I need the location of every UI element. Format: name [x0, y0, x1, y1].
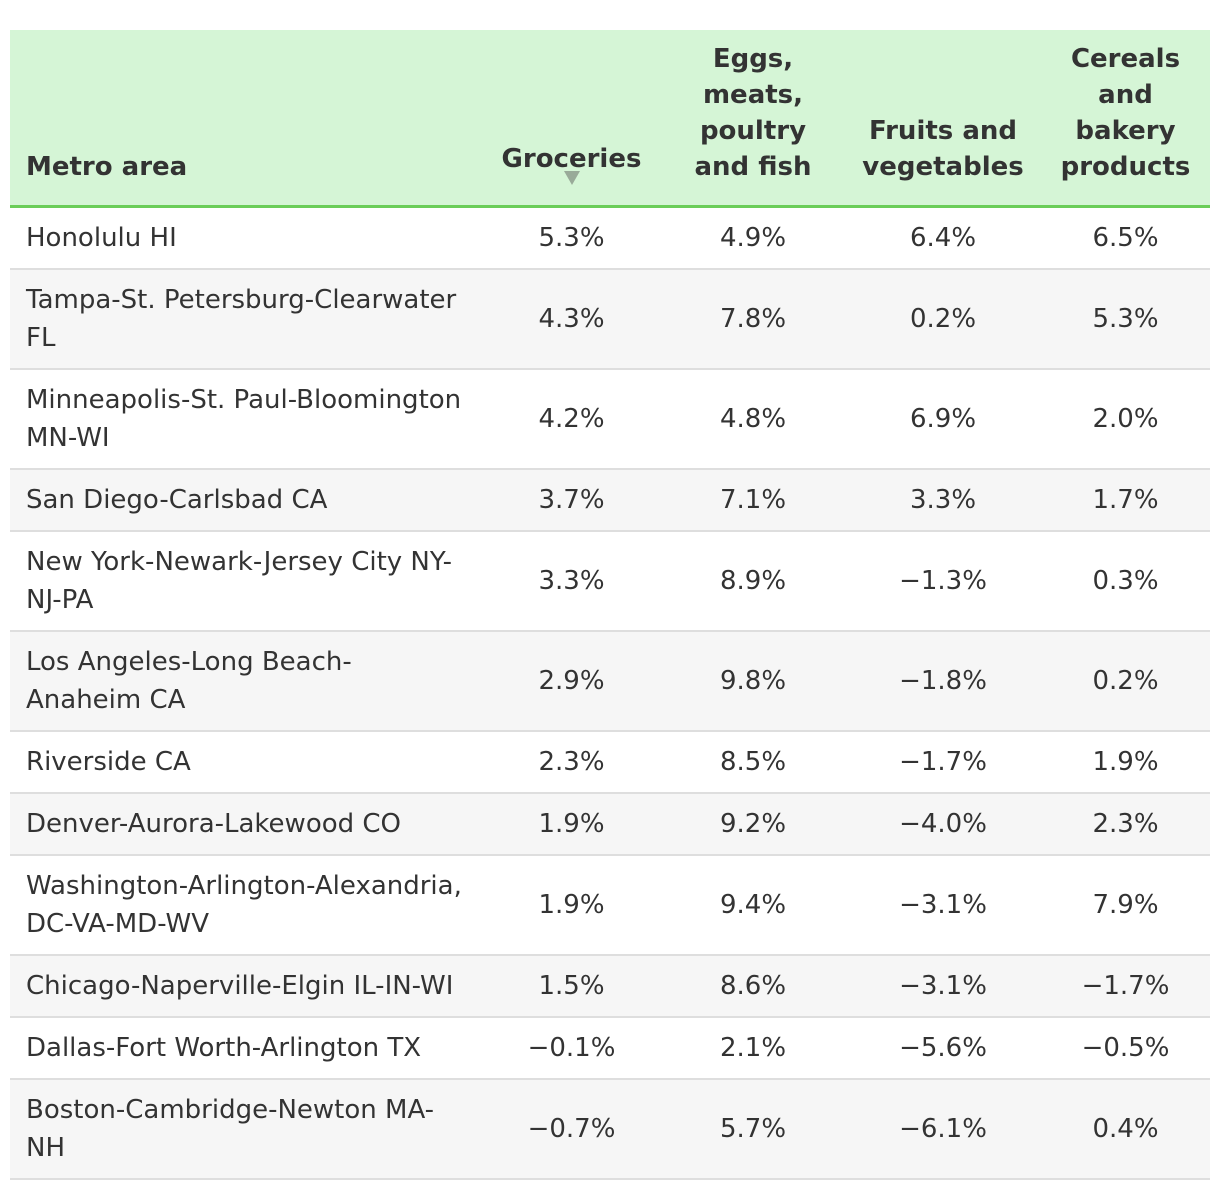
cell-fruits-vegetables: 6.4%: [845, 206, 1041, 270]
cell-groceries: 3.7%: [482, 468, 661, 532]
cell-fruits-vegetables: −1.8%: [845, 630, 1041, 732]
cell-metro-area: Minneapolis-St. Paul-Bloomington MN-WI: [10, 368, 482, 470]
data-table-container: Metro area Groceries Eggs, meats, poultr…: [10, 30, 1210, 1180]
cell-eggs-meats: 9.8%: [661, 630, 845, 732]
table-row: Boston-Cambridge-Newton MA-NH −0.7% 5.7%…: [10, 1078, 1210, 1180]
column-header-fruits-vegetables[interactable]: Fruits and vegetables: [845, 30, 1041, 208]
cell-metro-area: Tampa-St. Petersburg-Clearwater FL: [10, 268, 482, 370]
column-header-groceries[interactable]: Groceries: [482, 30, 661, 208]
table-row: San Diego-Carlsbad CA 3.7% 7.1% 3.3% 1.7…: [10, 468, 1210, 532]
cell-metro-area: New York-Newark-Jersey City NY-NJ-PA: [10, 530, 482, 632]
table-row: Tampa-St. Petersburg-Clearwater FL 4.3% …: [10, 268, 1210, 370]
column-header-metro-area[interactable]: Metro area: [10, 30, 482, 208]
cell-cereals-bakery: 1.7%: [1041, 468, 1210, 532]
header-row: Metro area Groceries Eggs, meats, poultr…: [10, 30, 1210, 208]
cell-cereals-bakery: −0.5%: [1041, 1016, 1210, 1080]
cell-metro-area: Denver-Aurora-Lakewood CO: [10, 792, 482, 856]
cell-eggs-meats: 4.9%: [661, 206, 845, 270]
table-row: Minneapolis-St. Paul-Bloomington MN-WI 4…: [10, 368, 1210, 470]
cell-eggs-meats: 7.1%: [661, 468, 845, 532]
cell-eggs-meats: 9.4%: [661, 854, 845, 956]
cell-cereals-bakery: 0.3%: [1041, 530, 1210, 632]
table-row: Denver-Aurora-Lakewood CO 1.9% 9.2% −4.0…: [10, 792, 1210, 856]
cell-metro-area: San Diego-Carlsbad CA: [10, 468, 482, 532]
table-row: Los Angeles-Long Beach-Anaheim CA 2.9% 9…: [10, 630, 1210, 732]
cell-fruits-vegetables: −5.6%: [845, 1016, 1041, 1080]
cell-metro-area: Riverside CA: [10, 730, 482, 794]
cell-cereals-bakery: 0.4%: [1041, 1078, 1210, 1180]
cell-metro-area: Chicago-Naperville-Elgin IL-IN-WI: [10, 954, 482, 1018]
cell-cereals-bakery: 0.2%: [1041, 630, 1210, 732]
column-header-eggs-meats-poultry-fish[interactable]: Eggs, meats, poultry and fish: [661, 30, 845, 208]
column-header-label: Metro area: [26, 151, 188, 182]
cell-groceries: −0.1%: [482, 1016, 661, 1080]
cell-eggs-meats: 4.8%: [661, 368, 845, 470]
table-row: Riverside CA 2.3% 8.5% −1.7% 1.9%: [10, 730, 1210, 794]
table-row: Honolulu HI 5.3% 4.9% 6.4% 6.5%: [10, 206, 1210, 270]
cell-cereals-bakery: 5.3%: [1041, 268, 1210, 370]
table-header: Metro area Groceries Eggs, meats, poultr…: [10, 30, 1210, 208]
cell-groceries: 1.9%: [482, 792, 661, 856]
cell-fruits-vegetables: −3.1%: [845, 954, 1041, 1018]
cell-fruits-vegetables: 0.2%: [845, 268, 1041, 370]
cell-fruits-vegetables: −6.1%: [845, 1078, 1041, 1180]
cell-cereals-bakery: −1.7%: [1041, 954, 1210, 1018]
column-header-label: Groceries: [501, 143, 642, 174]
cell-cereals-bakery: 1.9%: [1041, 730, 1210, 794]
cell-fruits-vegetables: −1.3%: [845, 530, 1041, 632]
cell-metro-area: Honolulu HI: [10, 206, 482, 270]
table-body: Honolulu HI 5.3% 4.9% 6.4% 6.5% Tampa-St…: [10, 206, 1210, 1180]
cell-cereals-bakery: 6.5%: [1041, 206, 1210, 270]
cell-groceries: 4.2%: [482, 368, 661, 470]
cell-metro-area: Washington-Arlington-Alexandria, DC-VA-M…: [10, 854, 482, 956]
cell-fruits-vegetables: 6.9%: [845, 368, 1041, 470]
cell-groceries: −0.7%: [482, 1078, 661, 1180]
cell-eggs-meats: 8.9%: [661, 530, 845, 632]
cell-fruits-vegetables: 3.3%: [845, 468, 1041, 532]
cell-groceries: 1.5%: [482, 954, 661, 1018]
cell-cereals-bakery: 2.3%: [1041, 792, 1210, 856]
cell-eggs-meats: 5.7%: [661, 1078, 845, 1180]
cell-metro-area: Los Angeles-Long Beach-Anaheim CA: [10, 630, 482, 732]
cell-groceries: 1.9%: [482, 854, 661, 956]
cell-groceries: 2.9%: [482, 630, 661, 732]
data-table: Metro area Groceries Eggs, meats, poultr…: [10, 30, 1210, 1180]
cell-cereals-bakery: 2.0%: [1041, 368, 1210, 470]
cell-groceries: 4.3%: [482, 268, 661, 370]
cell-metro-area: Dallas-Fort Worth-Arlington TX: [10, 1016, 482, 1080]
cell-eggs-meats: 9.2%: [661, 792, 845, 856]
table-row: New York-Newark-Jersey City NY-NJ-PA 3.3…: [10, 530, 1210, 632]
cell-eggs-meats: 2.1%: [661, 1016, 845, 1080]
cell-eggs-meats: 8.5%: [661, 730, 845, 794]
table-row: Washington-Arlington-Alexandria, DC-VA-M…: [10, 854, 1210, 956]
cell-eggs-meats: 8.6%: [661, 954, 845, 1018]
column-header-label: Fruits and vegetables: [862, 115, 1024, 182]
cell-groceries: 5.3%: [482, 206, 661, 270]
cell-groceries: 3.3%: [482, 530, 661, 632]
column-header-cereals-bakery[interactable]: Cereals and bakery products: [1041, 30, 1210, 208]
table-row: Dallas-Fort Worth-Arlington TX −0.1% 2.1…: [10, 1016, 1210, 1080]
sort-descending-icon: [563, 170, 580, 185]
cell-cereals-bakery: 7.9%: [1041, 854, 1210, 956]
cell-groceries: 2.3%: [482, 730, 661, 794]
cell-eggs-meats: 7.8%: [661, 268, 845, 370]
cell-metro-area: Boston-Cambridge-Newton MA-NH: [10, 1078, 482, 1180]
column-header-label: Cereals and bakery products: [1060, 43, 1191, 182]
cell-fruits-vegetables: −3.1%: [845, 854, 1041, 956]
table-row: Chicago-Naperville-Elgin IL-IN-WI 1.5% 8…: [10, 954, 1210, 1018]
cell-fruits-vegetables: −1.7%: [845, 730, 1041, 794]
column-header-label: Eggs, meats, poultry and fish: [694, 43, 812, 182]
cell-fruits-vegetables: −4.0%: [845, 792, 1041, 856]
